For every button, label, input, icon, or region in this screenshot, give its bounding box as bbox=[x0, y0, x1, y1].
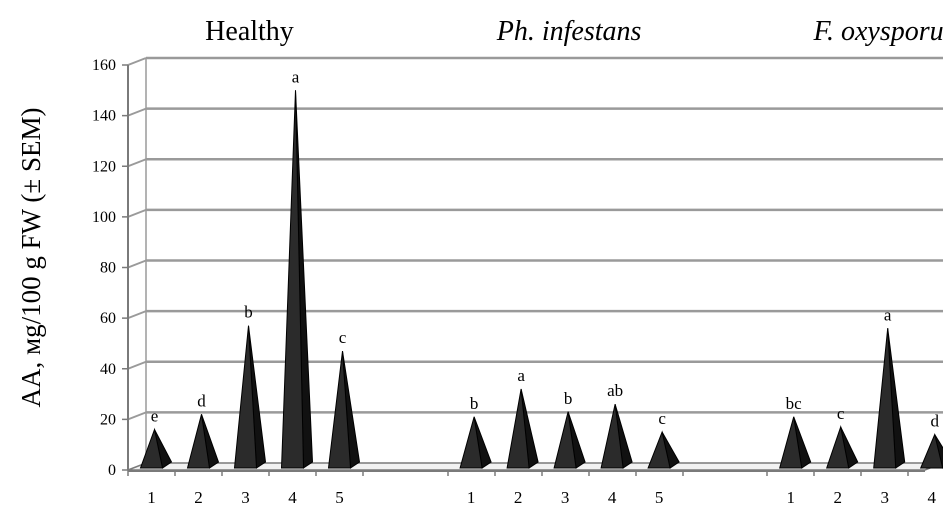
x-tick-label: 2 bbox=[514, 488, 523, 507]
significance-letter: b bbox=[564, 389, 573, 408]
gridline-slant bbox=[127, 208, 147, 218]
significance-letter: e bbox=[151, 407, 159, 426]
x-tick-label: 3 bbox=[880, 488, 889, 507]
bar bbox=[647, 430, 671, 469]
bar bbox=[186, 414, 211, 469]
y-tick-label: 0 bbox=[108, 462, 116, 479]
x-tick-label: 3 bbox=[241, 488, 250, 507]
bar bbox=[779, 416, 803, 469]
x-tick-label: 4 bbox=[608, 488, 617, 507]
significance-letter: d bbox=[197, 391, 206, 410]
x-tick-label: 4 bbox=[288, 488, 297, 507]
x-tick-label: 1 bbox=[147, 488, 156, 507]
y-tick-label: 120 bbox=[92, 158, 116, 175]
grid-lines bbox=[127, 56, 943, 421]
significance-letter: bc bbox=[786, 394, 803, 413]
y-tick-label: 100 bbox=[92, 209, 116, 226]
bar bbox=[919, 432, 943, 469]
y-tick-label: 160 bbox=[92, 57, 116, 74]
significance-letter: b bbox=[244, 303, 253, 322]
bars bbox=[139, 90, 943, 469]
gridline-slant bbox=[127, 310, 147, 320]
bar bbox=[280, 90, 305, 469]
bar bbox=[459, 416, 483, 469]
significance-letter: c bbox=[658, 409, 666, 428]
gridline-slant bbox=[127, 360, 147, 370]
significance-letter: a bbox=[884, 305, 892, 324]
x-tick-label: 2 bbox=[194, 488, 203, 507]
significance-letter: c bbox=[837, 404, 845, 423]
significance-letter: a bbox=[517, 366, 525, 385]
x-tick-label: 5 bbox=[655, 488, 664, 507]
group-title: Healthy bbox=[205, 16, 294, 47]
x-tick-label: 5 bbox=[335, 488, 344, 507]
significance-letter: b bbox=[470, 394, 479, 413]
y-tick-label: 20 bbox=[100, 411, 116, 428]
significance-letter: ab bbox=[607, 381, 623, 400]
x-tick-label: 1 bbox=[467, 488, 476, 507]
group-title: F. oxysporum bbox=[813, 16, 943, 47]
gridline-slant bbox=[127, 158, 147, 168]
bar bbox=[600, 404, 624, 469]
x-tick-label: 3 bbox=[561, 488, 570, 507]
y-axis-label: AA, мg/100 g FW (± SEM) bbox=[16, 108, 46, 408]
chart-labels: 0 20 40 60 80 100 120 140 160 e 1 d 2 b 3 a 4 c 5 Healthy b 1… bbox=[16, 16, 943, 507]
bar bbox=[233, 325, 258, 469]
group-title: Ph. infestans bbox=[496, 16, 642, 47]
y-tick-label: 60 bbox=[100, 310, 116, 327]
x-tick-label: 4 bbox=[927, 488, 936, 507]
bar bbox=[327, 350, 352, 469]
x-tick-label: 2 bbox=[833, 488, 842, 507]
y-tick-label: 80 bbox=[100, 260, 116, 277]
gridline-slant bbox=[127, 57, 147, 66]
gridline-slant bbox=[127, 107, 147, 117]
significance-letter: c bbox=[339, 328, 347, 347]
significance-letter: a bbox=[292, 67, 300, 86]
significance-letter: d bbox=[930, 412, 939, 431]
bar bbox=[506, 388, 530, 469]
bar bbox=[553, 411, 577, 469]
gridline-slant bbox=[127, 259, 147, 269]
bar bbox=[826, 425, 850, 469]
gridline-slant bbox=[127, 411, 147, 421]
y-tick-label: 140 bbox=[92, 108, 116, 125]
bar bbox=[873, 328, 897, 469]
bar bbox=[139, 427, 164, 469]
y-tick-label: 40 bbox=[100, 361, 116, 378]
x-tick-label: 1 bbox=[786, 488, 795, 507]
